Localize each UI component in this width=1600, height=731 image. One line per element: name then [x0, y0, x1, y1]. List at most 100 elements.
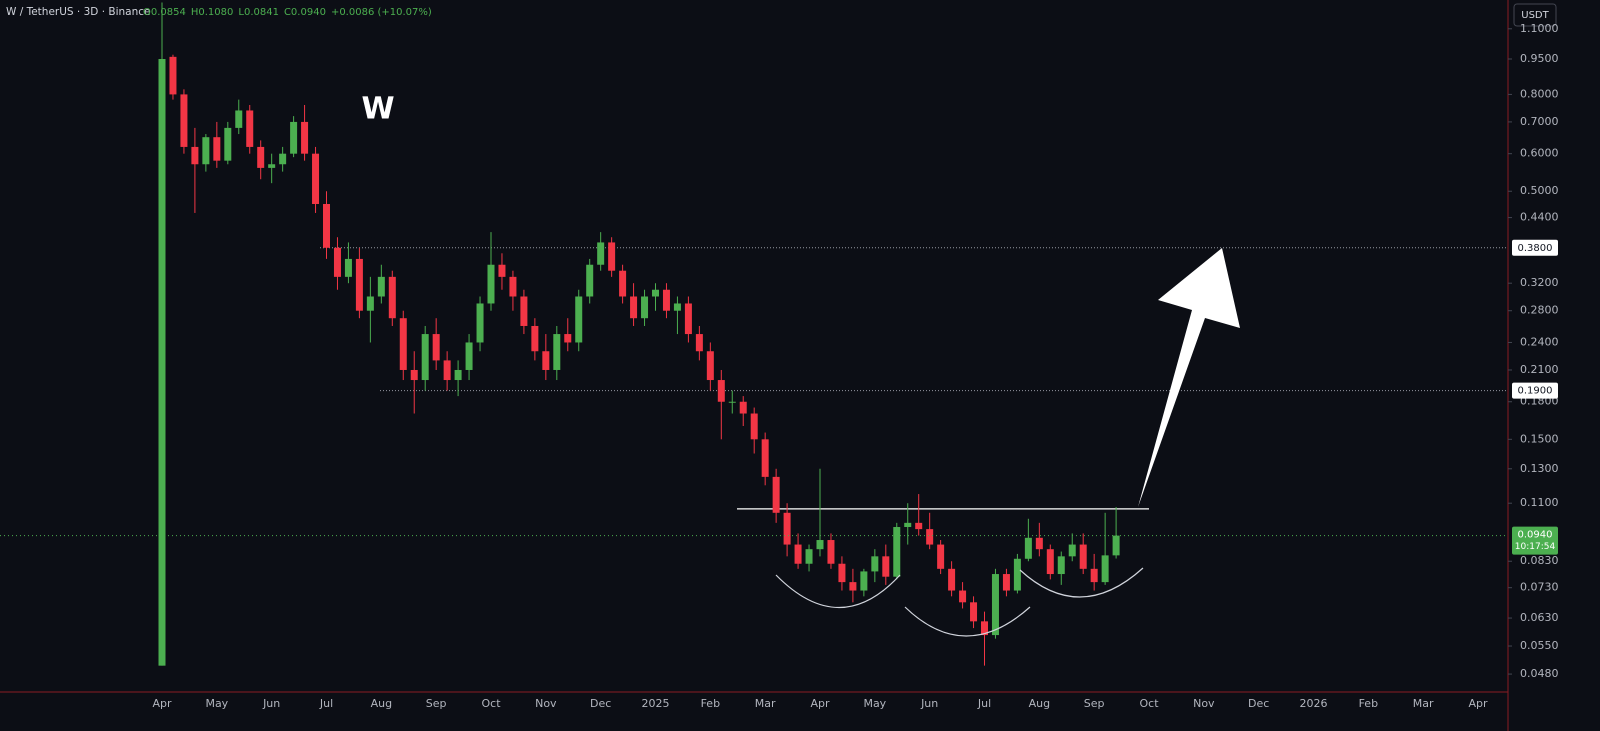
- candle-body: [279, 153, 287, 165]
- candle-body: [257, 146, 265, 168]
- y-tick-label: 0.4400: [1520, 211, 1559, 224]
- candle-body: [377, 276, 385, 297]
- candle-body: [575, 296, 583, 343]
- y-tick-label: 0.7000: [1520, 115, 1559, 128]
- candle-body: [246, 110, 254, 147]
- y-tick-label: 0.0480: [1520, 667, 1559, 680]
- candle-body: [586, 264, 594, 297]
- candle-body: [191, 146, 199, 165]
- x-tick-label: Apr: [810, 697, 830, 710]
- candle-body: [849, 582, 857, 591]
- x-tick-label: Dec: [1248, 697, 1269, 710]
- y-tick-label: 0.1100: [1520, 496, 1559, 509]
- y-tick-label: 1.1000: [1520, 22, 1559, 35]
- arc: [775, 574, 901, 608]
- y-tick-label: 0.2400: [1520, 335, 1559, 348]
- candle-body: [1002, 574, 1010, 591]
- candle-body: [662, 289, 670, 311]
- candle-body: [860, 571, 868, 591]
- candle-body: [333, 247, 341, 277]
- ohlc-value: C0.0940: [284, 7, 326, 18]
- x-tick-label: Jun: [262, 697, 280, 710]
- candle-body: [542, 351, 550, 370]
- candle-body: [750, 413, 758, 440]
- candle-body: [268, 164, 276, 168]
- level-label-box: [1512, 239, 1558, 256]
- x-tick-label: May: [863, 697, 886, 710]
- candle-body: [213, 137, 221, 161]
- candle-body: [553, 334, 561, 370]
- candle-body: [630, 296, 638, 319]
- x-tick-label: Apr: [152, 697, 172, 710]
- candle-body: [695, 334, 703, 352]
- candle-body: [224, 127, 232, 161]
- y-tick-label: 0.6000: [1520, 147, 1559, 160]
- candle-body: [619, 270, 627, 297]
- x-tick-label: Jun: [920, 697, 938, 710]
- candle-body: [432, 334, 440, 361]
- candle-body: [948, 568, 956, 591]
- candle-body: [597, 242, 605, 265]
- y-tick-label: 0.3200: [1520, 276, 1559, 289]
- candle-body: [608, 242, 616, 271]
- candle-body: [344, 258, 352, 277]
- candle-body: [1068, 544, 1076, 557]
- candle-body: [783, 512, 791, 545]
- y-tick-label: 0.0830: [1520, 554, 1559, 567]
- candle-body: [970, 602, 978, 622]
- x-tick-label: May: [205, 697, 228, 710]
- candle-body: [816, 540, 824, 550]
- candle-body: [739, 401, 747, 414]
- candle-body: [366, 296, 374, 311]
- candle-body: [169, 56, 177, 95]
- x-tick-label: Feb: [701, 697, 720, 710]
- candle-body: [871, 556, 879, 572]
- x-tick-label: Dec: [590, 697, 611, 710]
- arrow: [1138, 248, 1240, 507]
- ohlc-value: O0.0854: [143, 7, 186, 18]
- candle-body: [531, 325, 539, 352]
- candle-body: [509, 276, 517, 297]
- x-tick-label: Aug: [1029, 697, 1050, 710]
- candle-body: [410, 369, 418, 381]
- y-tick-label: 0.8000: [1520, 87, 1559, 100]
- x-tick-label: Feb: [1359, 697, 1378, 710]
- candle-body: [772, 476, 780, 513]
- y-tick-label: 0.2800: [1520, 304, 1559, 317]
- x-tick-label: Mar: [755, 697, 776, 710]
- y-tick-label: 0.2100: [1520, 363, 1559, 376]
- candle-body: [904, 522, 912, 528]
- candle-body: [312, 153, 320, 204]
- candle-body: [487, 264, 495, 304]
- x-tick-label: Sep: [426, 697, 447, 710]
- candle-body: [937, 544, 945, 569]
- x-tick-label: Mar: [1413, 697, 1434, 710]
- candle-body: [443, 360, 451, 381]
- candle-body: [915, 522, 923, 530]
- candle-body: [1046, 549, 1054, 575]
- x-tick-label: Jul: [977, 697, 991, 710]
- arc: [1019, 567, 1144, 598]
- x-tick-label: Oct: [1139, 697, 1159, 710]
- y-tick-label: 0.0730: [1520, 581, 1559, 594]
- y-tick-label: 0.5000: [1520, 184, 1559, 197]
- candle-body: [1079, 544, 1087, 569]
- x-tick-label: Aug: [371, 697, 392, 710]
- candle-body: [1013, 558, 1021, 591]
- chart-title: W / TetherUS · 3D · Binance: [6, 6, 150, 18]
- candle-body: [673, 303, 681, 311]
- candle-body: [882, 556, 890, 577]
- ohlc-value: +0.0086 (+10.07%): [331, 7, 432, 18]
- level-label: 0.1900: [1518, 386, 1553, 397]
- candle-body: [465, 342, 473, 370]
- candle-body: [827, 540, 835, 564]
- x-tick-label: Nov: [1193, 697, 1215, 710]
- currency-label[interactable]: USDT: [1521, 10, 1549, 21]
- x-tick-label: Oct: [481, 697, 501, 710]
- currency-button[interactable]: [1513, 3, 1557, 27]
- candle-body: [959, 590, 967, 603]
- candle-body: [1112, 535, 1120, 556]
- x-tick-label: 2025: [642, 697, 670, 710]
- x-tick-label: Jul: [319, 697, 333, 710]
- candle-body: [1035, 537, 1043, 550]
